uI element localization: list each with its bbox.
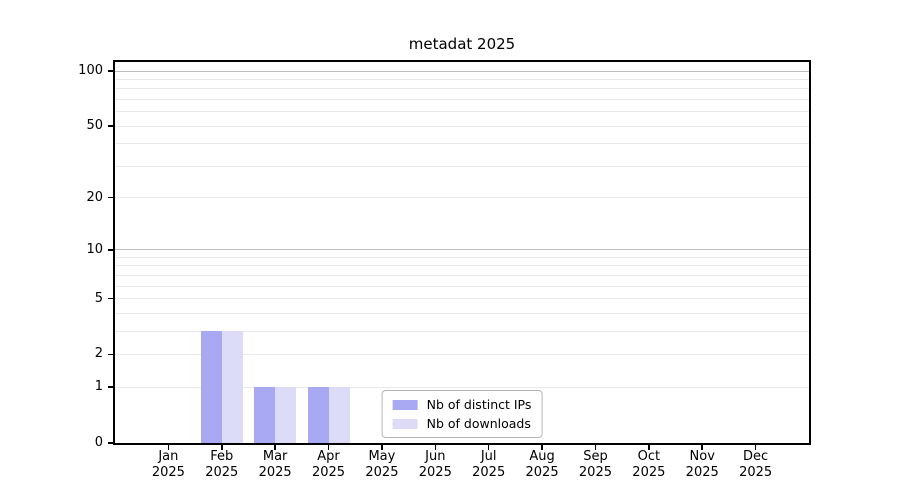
bar-downloads	[275, 387, 297, 443]
bar-downloads	[328, 387, 350, 443]
legend-label-distinct-ips: Nb of distinct IPs	[426, 397, 532, 412]
x-tick-year: 2025	[525, 465, 559, 480]
bar-distinct-ips	[307, 387, 329, 443]
x-tick-month: Nov	[689, 449, 715, 464]
gridline-minor	[115, 143, 809, 145]
x-tick-mark	[220, 445, 223, 450]
x-tick-label: May 2025	[352, 449, 412, 481]
gridline-minor	[115, 312, 809, 314]
x-tick-label: Mar 2025	[245, 449, 305, 481]
x-tick-year: 2025	[632, 465, 666, 480]
x-tick-mark	[487, 445, 490, 450]
gridline-minor	[115, 330, 809, 332]
y-tick-label: 0	[94, 435, 103, 450]
x-tick-year: 2025	[472, 465, 506, 480]
x-tick-month: Jan	[158, 449, 179, 464]
gridline-minor	[115, 285, 809, 287]
y-tick-label: 1	[94, 379, 103, 395]
x-tick-month: May	[368, 449, 396, 464]
gridline-minor	[115, 78, 809, 80]
gridline-major	[115, 249, 809, 251]
x-tick-label: Sep 2025	[565, 449, 625, 481]
x-tick-year: 2025	[365, 465, 399, 480]
x-tick-mark	[167, 445, 170, 450]
bar-downloads	[221, 331, 243, 443]
gridline-major	[115, 70, 809, 72]
y-tick-label: 2	[94, 346, 103, 362]
x-tick-month: Jul	[480, 449, 497, 464]
x-tick-label: Apr 2025	[299, 449, 359, 481]
x-tick-label: Jan 2025	[138, 449, 198, 481]
x-tick-mark	[701, 445, 704, 450]
x-tick-label: Feb 2025	[192, 449, 252, 481]
x-tick-year: 2025	[578, 465, 612, 480]
x-tick-month: Dec	[743, 449, 769, 464]
x-tick-month: Aug	[529, 449, 555, 464]
x-tick-month: Feb	[210, 449, 234, 464]
legend-item-downloads: Nb of downloads	[392, 416, 532, 431]
gridline-minor	[115, 353, 809, 355]
x-tick-mark	[648, 445, 650, 450]
x-tick-year: 2025	[258, 465, 292, 480]
y-tick-label: 20	[86, 189, 103, 205]
x-tick-label: Jun 2025	[405, 449, 465, 481]
x-tick-label: Aug 2025	[512, 449, 572, 481]
legend-swatch-downloads	[392, 418, 418, 429]
x-tick-year: 2025	[418, 465, 452, 480]
plot-area: Nb of distinct IPs Nb of downloads	[113, 60, 811, 445]
legend: Nb of distinct IPs Nb of downloads	[381, 390, 543, 438]
x-tick-year: 2025	[205, 465, 239, 480]
y-tick-label: 10	[86, 241, 103, 257]
legend-label-downloads: Nb of downloads	[426, 416, 531, 431]
x-tick-month: Mar	[262, 449, 288, 464]
bar-distinct-ips	[254, 387, 276, 443]
gridline-minor	[115, 265, 809, 267]
gridline-minor	[115, 298, 809, 300]
gridline-minor	[115, 98, 809, 100]
y-tick-label: 50	[86, 118, 103, 134]
x-tick-year: 2025	[311, 465, 346, 480]
x-tick-mark	[434, 445, 437, 450]
x-tick-label: Nov 2025	[672, 449, 732, 481]
x-tick-mark	[541, 445, 543, 450]
y-tick-label: 100	[78, 63, 103, 79]
x-tick-year: 2025	[685, 465, 719, 480]
x-tick-year: 2025	[739, 465, 773, 480]
legend-swatch-distinct-ips	[392, 399, 418, 410]
bar-distinct-ips	[200, 331, 222, 443]
x-tick-month: Jun	[425, 449, 446, 464]
x-tick-month: Sep	[583, 449, 608, 464]
x-tick-label: Dec 2025	[726, 449, 786, 481]
x-tick-label: Jul 2025	[459, 449, 519, 481]
gridline-minor	[115, 88, 809, 90]
x-tick-year: 2025	[151, 465, 185, 480]
x-tick-month: Apr	[317, 449, 340, 464]
x-tick-month: Oct	[637, 449, 661, 464]
legend-item-distinct-ips: Nb of distinct IPs	[392, 397, 532, 412]
x-tick-mark	[594, 445, 597, 450]
x-tick-mark	[754, 445, 757, 450]
y-tick-label: 5	[94, 290, 103, 306]
x-tick-label: Oct 2025	[619, 449, 679, 481]
gridline-minor	[115, 165, 809, 167]
gridline-minor	[115, 111, 809, 113]
x-tick-mark	[274, 445, 276, 450]
gridline-minor	[115, 274, 809, 276]
x-tick-mark	[381, 445, 383, 450]
gridline-minor	[115, 256, 809, 258]
gridline-minor	[115, 125, 809, 127]
gridline-minor	[115, 386, 809, 388]
chart-title: metadat 2025	[408, 35, 516, 53]
gridline-minor	[115, 197, 809, 199]
x-tick-mark	[327, 445, 330, 450]
